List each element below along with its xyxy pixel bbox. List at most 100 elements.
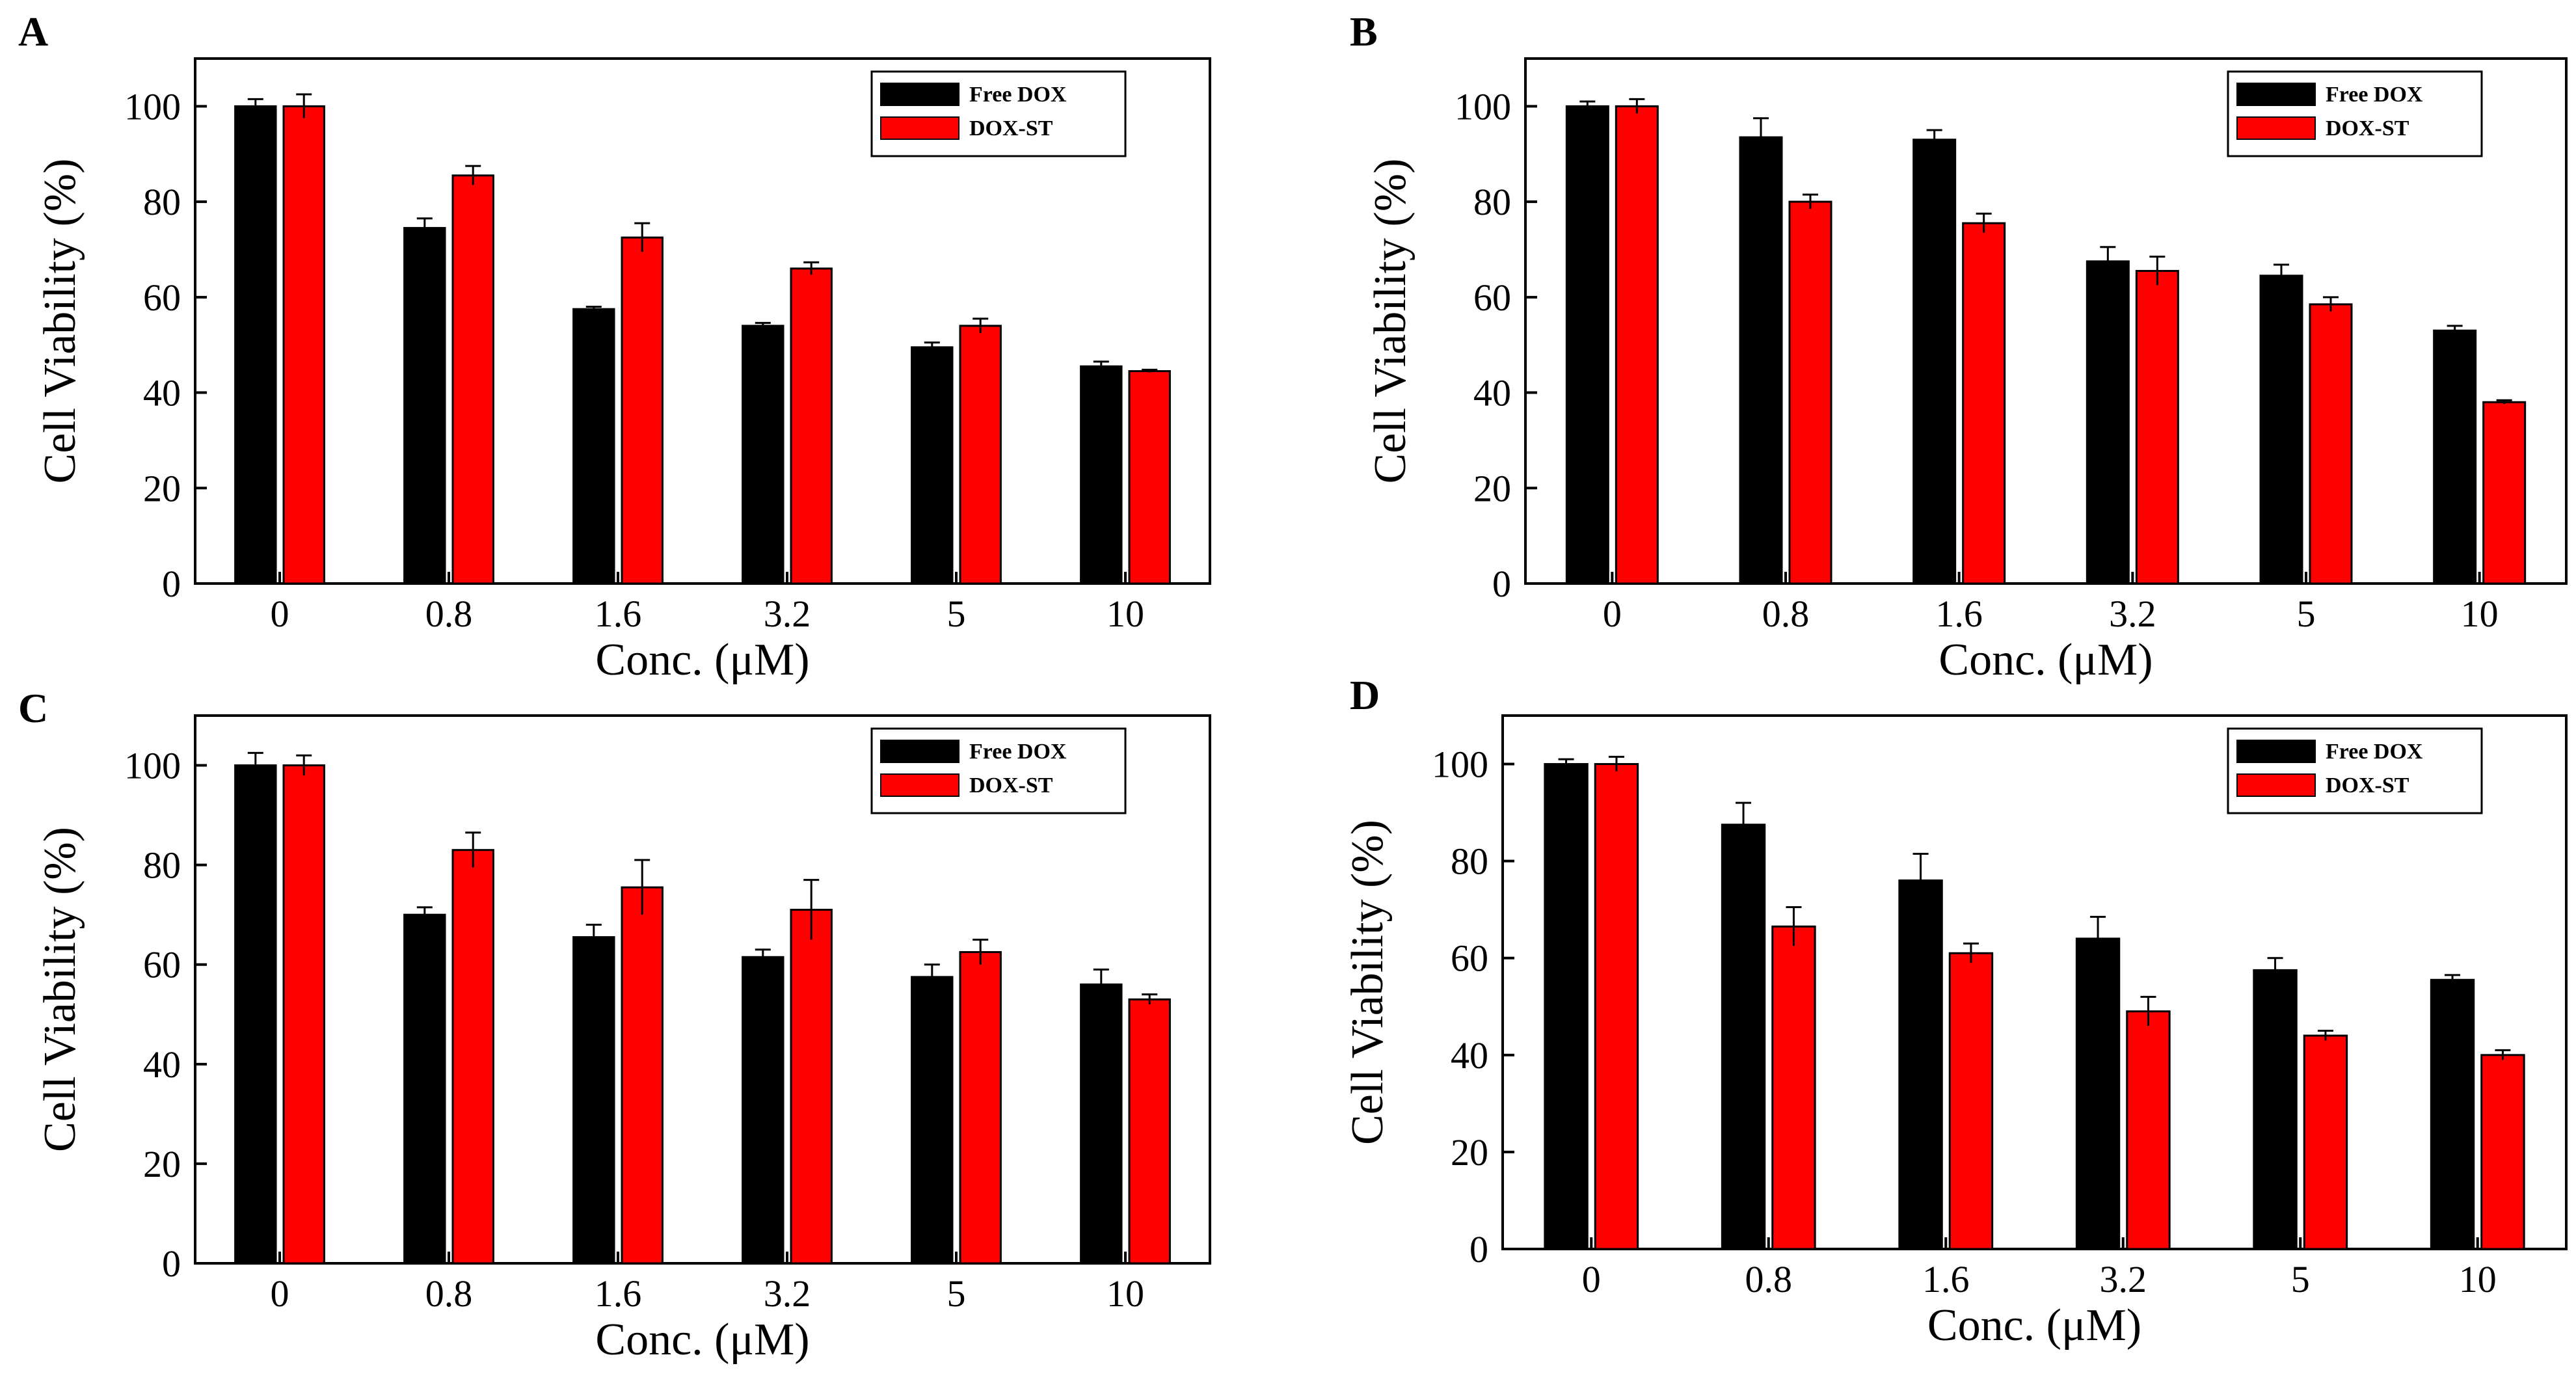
y-tick-label: 40: [143, 372, 181, 414]
x-tick-label: 5: [947, 593, 966, 635]
bar-dox-st: [1771, 925, 1816, 1250]
y-tick-label: 20: [143, 467, 181, 509]
legend-label: DOX-ST: [2326, 773, 2409, 798]
bar-dox-st: [451, 174, 494, 585]
legend-label: DOX-ST: [2326, 116, 2409, 141]
chart-panel-c: C 0 20 40 60 80 100 0 0.8 1.6 3.2 5 10 Conc. (μM) Cell…: [18, 685, 1211, 1365]
y-tick-label: 100: [1432, 744, 1488, 786]
y-tick-label: 40: [1451, 1034, 1488, 1077]
y-tick-label: 100: [124, 85, 181, 128]
bar-free-dox: [1080, 983, 1123, 1265]
bar-free-dox: [1544, 763, 1589, 1250]
bar-dox-st: [1128, 998, 1171, 1265]
bar-dox-st: [959, 951, 1002, 1265]
panel-label: C: [18, 685, 48, 731]
legend-label: Free DOX: [2326, 740, 2423, 764]
x-axis-title: Conc. (μM): [1939, 635, 2153, 685]
bar-free-dox: [572, 308, 615, 585]
bar-dox-st: [1615, 105, 1659, 585]
bar-dox-st: [790, 267, 833, 585]
bar-dox-st: [282, 105, 325, 585]
bar-free-dox: [403, 226, 446, 585]
x-tick-label: 0.8: [425, 593, 473, 635]
y-tick-label: 80: [1473, 181, 1511, 223]
y-tick-label: 60: [143, 276, 181, 319]
legend-swatch-free-dox: [2236, 83, 2316, 106]
x-tick-label: 0: [1582, 1258, 1601, 1300]
bar-free-dox: [911, 346, 954, 585]
y-tick-label: 100: [124, 745, 181, 787]
y-tick-label: 40: [1473, 372, 1511, 414]
bar-dox-st: [2126, 1010, 2171, 1250]
legend-swatch-free-dox: [880, 740, 959, 763]
bar-dox-st: [2480, 1054, 2525, 1250]
chart-panel-a: A 0 20 40 60 80 100 0 0.8 1.6 3.2 5 10 Conc. (μM) Cell…: [18, 8, 1211, 685]
x-tick-label: 10: [1107, 593, 1144, 635]
y-axis-title: Cell Viability (%): [35, 159, 85, 484]
legend-label: Free DOX: [2326, 83, 2423, 107]
x-tick-label: 0.8: [1762, 593, 1810, 635]
bar-dox-st: [959, 325, 1002, 585]
x-tick-label: 5: [2297, 593, 2316, 635]
bar-dox-st: [451, 849, 494, 1265]
panel-label: B: [1350, 8, 1378, 55]
plot-frame: [1501, 714, 2568, 1250]
x-tick-label: 1.6: [1935, 593, 1983, 635]
bar-dox-st: [1788, 200, 1832, 585]
x-tick-label: 1.6: [595, 1272, 642, 1315]
panel-label: A: [18, 8, 48, 55]
x-tick-label: 3.2: [2109, 593, 2156, 635]
x-tick-label: 0.8: [425, 1272, 473, 1315]
bar-dox-st: [621, 886, 664, 1265]
x-tick-label: 10: [2459, 1258, 2497, 1300]
legend: Free DOX DOX-ST: [870, 70, 1127, 157]
x-tick-label: 5: [2291, 1258, 2310, 1300]
x-tick-label: 10: [2461, 593, 2499, 635]
bar-free-dox: [2259, 275, 2303, 585]
x-tick-label: 3.2: [2100, 1258, 2147, 1300]
bar-dox-st: [1128, 370, 1171, 585]
bar-dox-st: [1594, 763, 1639, 1250]
legend-label: Free DOX: [969, 740, 1067, 764]
x-axis-title: Conc. (μM): [595, 635, 809, 685]
bar-free-dox: [1721, 824, 1766, 1250]
y-tick-label: 60: [143, 944, 181, 986]
y-tick-label: 80: [143, 844, 181, 887]
x-tick-label: 10: [1107, 1272, 1144, 1315]
y-axis-title: Cell Viability (%): [35, 827, 85, 1152]
y-tick-label: 0: [162, 563, 181, 605]
bar-dox-st: [2309, 303, 2353, 585]
bar-dox-st: [2482, 401, 2527, 585]
legend-swatch-dox-st: [880, 116, 959, 140]
bar-dox-st: [621, 236, 664, 585]
x-tick-label: 0: [1603, 593, 1622, 635]
plot-frame: [194, 714, 1211, 1265]
x-tick-label: 5: [947, 1272, 966, 1315]
legend-swatch-free-dox: [880, 83, 959, 106]
legend-swatch-dox-st: [2236, 773, 2316, 797]
x-axis-title: Conc. (μM): [595, 1315, 809, 1365]
y-tick-label: 80: [1451, 840, 1488, 883]
legend-label: DOX-ST: [969, 773, 1053, 798]
bar-free-dox: [1912, 139, 1957, 585]
x-tick-label: 0: [271, 593, 289, 635]
legend: Free DOX DOX-ST: [2227, 727, 2483, 814]
bar-free-dox: [911, 976, 954, 1265]
bar-free-dox: [234, 105, 277, 585]
x-axis-title: Conc. (μM): [1927, 1300, 2141, 1350]
y-tick-label: 0: [1469, 1228, 1488, 1270]
plot-frame: [194, 57, 1211, 585]
y-tick-label: 40: [143, 1043, 181, 1086]
legend-swatch-dox-st: [880, 773, 959, 797]
legend: Free DOX DOX-ST: [870, 727, 1127, 814]
y-tick-label: 80: [143, 181, 181, 223]
chart-panel-b: B 0 20 40 60 80 100 0 0.8 1.6 3.2 5 10 Conc. (μM) Cell…: [1350, 8, 2568, 685]
bar-free-dox: [2075, 937, 2121, 1250]
bar-free-dox: [742, 325, 785, 585]
legend-label: DOX-ST: [969, 116, 1053, 141]
x-tick-label: 0: [271, 1272, 289, 1315]
y-tick-label: 60: [1473, 276, 1511, 319]
x-tick-label: 0.8: [1745, 1258, 1793, 1300]
